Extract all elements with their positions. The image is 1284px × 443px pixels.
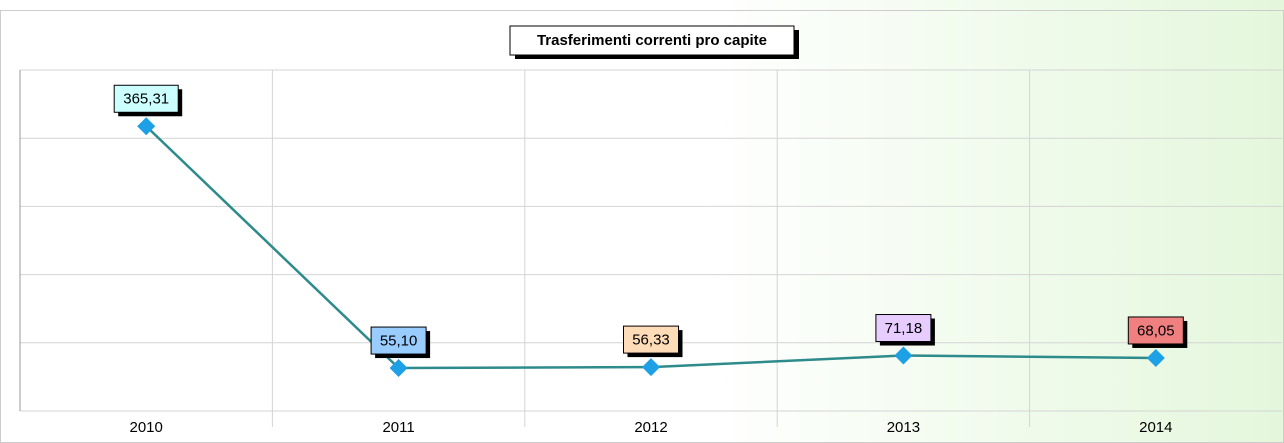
value-label: 71,18 <box>885 320 923 337</box>
value-label: 68,05 <box>1137 322 1175 339</box>
x-tick-label: 2013 <box>887 419 920 436</box>
x-tick-label: 2011 <box>382 419 414 436</box>
value-label-box <box>875 314 932 343</box>
marker <box>389 359 408 378</box>
marker <box>137 117 156 136</box>
value-label: 56,33 <box>632 332 670 349</box>
value-label-box <box>370 326 427 355</box>
value-label: 365,31 <box>123 91 169 108</box>
marker <box>894 346 913 365</box>
title-box <box>509 25 795 56</box>
x-tick-label: 2012 <box>634 419 667 436</box>
value-label-box <box>623 325 679 354</box>
value-label: 55,10 <box>380 333 418 350</box>
value-label-box <box>113 84 179 113</box>
chart-title: Trasferimenti correnti pro capite <box>537 32 767 49</box>
x-tick-label: 2010 <box>130 419 163 436</box>
marker <box>1146 348 1165 367</box>
x-tick-label: 2014 <box>1139 419 1172 436</box>
marker <box>642 358 660 377</box>
value-label-box <box>1127 316 1184 345</box>
